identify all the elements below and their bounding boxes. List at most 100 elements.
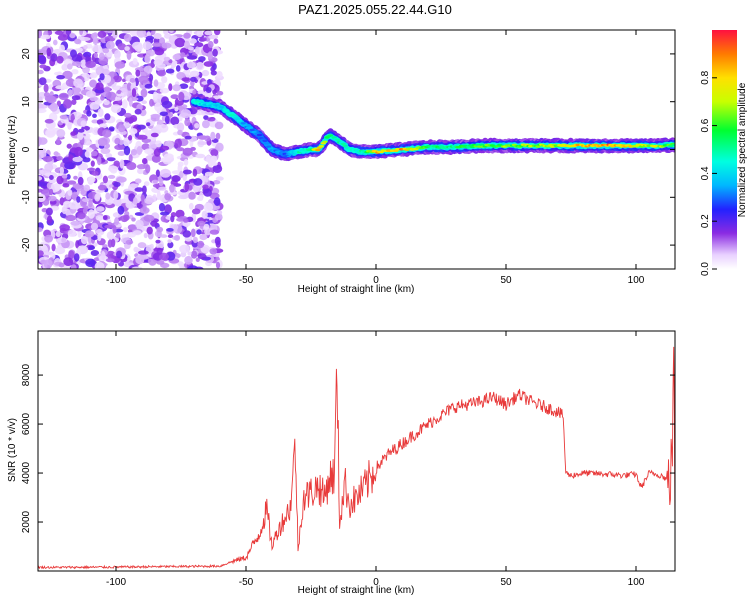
noise-blob — [152, 91, 158, 101]
noise-blob — [106, 231, 115, 240]
noise-blob — [123, 227, 128, 233]
noise-blob — [142, 202, 147, 212]
noise-blob — [105, 250, 116, 260]
colorbar-tick-label: 0.6 — [700, 118, 711, 132]
noise-blob — [182, 147, 193, 156]
noise-blob — [77, 47, 83, 52]
noise-blob — [202, 120, 210, 129]
colorbar-tick-label: 0.4 — [700, 166, 711, 180]
noise-blob — [104, 113, 111, 121]
noise-blob — [59, 166, 64, 175]
noise-blob — [177, 161, 184, 167]
noise-blob — [93, 257, 100, 262]
noise-blob — [192, 236, 198, 244]
noise-blob — [161, 100, 173, 109]
noise-blob — [210, 70, 217, 76]
noise-blob — [71, 99, 77, 105]
noise-blob — [54, 71, 63, 76]
noise-blob — [56, 128, 66, 138]
noise-blob — [201, 69, 210, 77]
noise-blob — [113, 85, 120, 91]
noise-blob — [108, 126, 115, 131]
noise-blob — [196, 62, 204, 70]
noise-blob — [178, 91, 185, 101]
noise-blob — [131, 41, 143, 50]
noise-blob — [190, 76, 197, 82]
noise-blob — [58, 262, 65, 268]
noise-blob — [179, 263, 184, 269]
noise-blob — [187, 265, 199, 269]
noise-blob — [65, 78, 76, 87]
noise-blob — [138, 250, 149, 255]
noise-blob — [96, 119, 104, 125]
ridge-cell — [477, 145, 483, 148]
noise-blob — [71, 95, 81, 101]
noise-blob — [69, 32, 76, 39]
noise-blob — [121, 30, 133, 34]
noise-blob — [131, 266, 143, 269]
noise-blob — [193, 178, 203, 186]
noise-blob — [153, 148, 161, 157]
noise-blob — [196, 30, 203, 38]
noise-blob — [166, 228, 174, 232]
noise-blob — [103, 215, 108, 221]
noise-blob — [68, 202, 79, 210]
ridge-cell — [236, 119, 243, 122]
noise-blob — [40, 34, 51, 40]
noise-blob — [91, 170, 99, 176]
noise-blob — [43, 92, 50, 98]
noise-blob — [197, 141, 208, 146]
noise-blob — [133, 246, 139, 253]
noise-blob — [214, 30, 221, 36]
noise-blob — [57, 34, 69, 41]
noise-blob — [197, 253, 207, 260]
noise-blob — [62, 183, 70, 188]
noise-blob — [44, 163, 54, 172]
noise-blob — [114, 137, 121, 145]
noise-blob — [66, 174, 71, 180]
noise-blob — [140, 71, 148, 77]
noise-blob — [209, 229, 220, 235]
noise-blob — [38, 227, 43, 233]
noise-blob — [88, 245, 95, 250]
noise-blob — [91, 150, 98, 157]
noise-blob — [171, 175, 181, 183]
noise-blob — [144, 83, 153, 89]
noise-blob — [182, 230, 192, 238]
noise-blob — [46, 95, 57, 104]
noise-blob — [114, 217, 120, 226]
noise-blob — [174, 37, 186, 48]
noise-blob — [186, 55, 198, 60]
snr-xtick-label: 100 — [628, 577, 645, 588]
noise-blob — [182, 169, 192, 175]
noise-blob — [50, 53, 58, 62]
noise-blob — [61, 237, 67, 243]
ridge-cell — [322, 140, 328, 143]
noise-blob — [143, 181, 150, 187]
spectrogram-ytick-label: 0 — [21, 146, 32, 152]
noise-blob — [172, 84, 182, 92]
noise-blob — [97, 108, 104, 117]
noise-blob — [184, 40, 190, 50]
noise-blob — [67, 189, 73, 196]
noise-blob — [77, 212, 86, 220]
noise-blob — [198, 56, 206, 62]
noise-blob — [157, 69, 167, 77]
noise-blob — [216, 90, 224, 96]
noise-blob — [101, 68, 110, 76]
noise-blob — [106, 157, 116, 162]
noise-blob — [129, 128, 138, 135]
noise-blob — [108, 165, 119, 173]
noise-blob — [49, 188, 54, 196]
noise-blob — [158, 202, 166, 212]
noise-blob — [156, 191, 161, 201]
noise-blob — [202, 184, 209, 190]
noise-blob — [194, 123, 200, 129]
noise-blob — [208, 34, 219, 40]
noise-blob — [82, 207, 88, 215]
noise-blob — [71, 61, 82, 67]
noise-blob — [61, 64, 68, 71]
noise-blob — [158, 186, 167, 191]
noise-blob — [214, 121, 224, 130]
